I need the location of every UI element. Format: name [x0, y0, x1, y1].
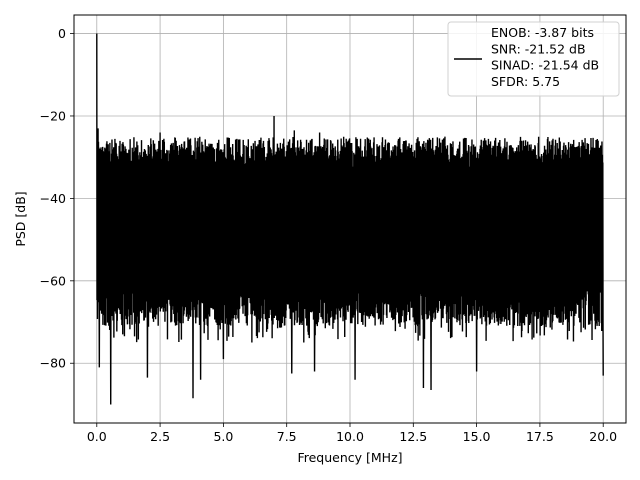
x-tick-label: 12.5 — [399, 429, 427, 444]
x-tick-label: 10.0 — [336, 429, 364, 444]
legend-entry-text: SFDR: 5.75 — [491, 74, 560, 89]
legend-entry-text: ENOB: -3.87 bits — [491, 25, 594, 40]
y-axis: 0 −20 −40 −60 −80 — [40, 26, 74, 371]
y-axis-label: PSD [dB] — [13, 191, 28, 246]
x-tick-label: 2.5 — [150, 429, 170, 444]
x-tick-label: 20.0 — [589, 429, 617, 444]
y-tick-label: −20 — [40, 108, 66, 123]
x-tick-label: 7.5 — [277, 429, 297, 444]
plot-area — [96, 33, 604, 405]
x-tick-label: 5.0 — [213, 429, 233, 444]
y-tick-label: −80 — [40, 356, 66, 371]
y-tick-label: 0 — [58, 26, 66, 41]
x-tick-label: 17.5 — [526, 429, 554, 444]
x-axis-label: Frequency [MHz] — [297, 450, 402, 465]
x-tick-label: 15.0 — [463, 429, 491, 444]
y-tick-label: −40 — [40, 191, 66, 206]
x-tick-label: 0.0 — [87, 429, 107, 444]
legend-box — [447, 21, 620, 97]
y-tick-label: −60 — [40, 273, 66, 288]
legend-entry-text: SNR: -21.52 dB — [491, 41, 586, 56]
psd-series-line — [96, 33, 604, 405]
legend-entry-text: SINAD: -21.54 dB — [491, 58, 599, 73]
x-axis: 0.0 2.5 5.0 7.5 10.0 12.5 15.0 17.5 20.0 — [87, 423, 617, 444]
